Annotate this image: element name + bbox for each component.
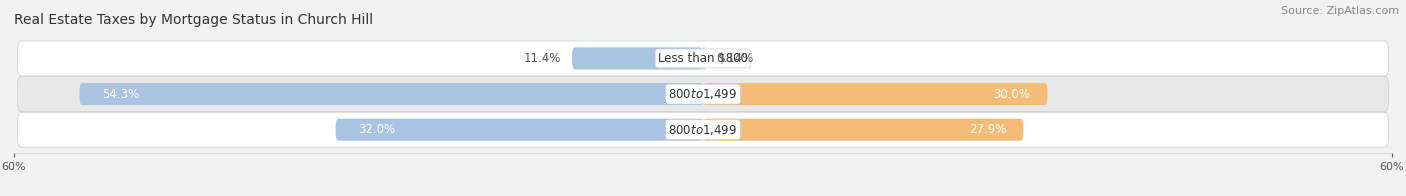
Text: 30.0%: 30.0% [993, 88, 1031, 101]
Text: 54.3%: 54.3% [103, 88, 139, 101]
FancyBboxPatch shape [17, 41, 1389, 76]
FancyBboxPatch shape [703, 119, 1024, 141]
Text: Source: ZipAtlas.com: Source: ZipAtlas.com [1281, 6, 1399, 16]
FancyBboxPatch shape [572, 47, 703, 70]
FancyBboxPatch shape [80, 83, 703, 105]
Text: 0.14%: 0.14% [716, 52, 754, 65]
FancyBboxPatch shape [17, 112, 1389, 147]
Text: 32.0%: 32.0% [359, 123, 395, 136]
Text: Real Estate Taxes by Mortgage Status in Church Hill: Real Estate Taxes by Mortgage Status in … [14, 13, 373, 27]
Text: Less than $800: Less than $800 [658, 52, 748, 65]
FancyBboxPatch shape [702, 47, 706, 70]
Text: $800 to $1,499: $800 to $1,499 [668, 87, 738, 101]
FancyBboxPatch shape [703, 83, 1047, 105]
Text: $800 to $1,499: $800 to $1,499 [668, 123, 738, 137]
Text: 27.9%: 27.9% [969, 123, 1007, 136]
FancyBboxPatch shape [336, 119, 703, 141]
Text: 11.4%: 11.4% [523, 52, 561, 65]
FancyBboxPatch shape [17, 77, 1389, 112]
